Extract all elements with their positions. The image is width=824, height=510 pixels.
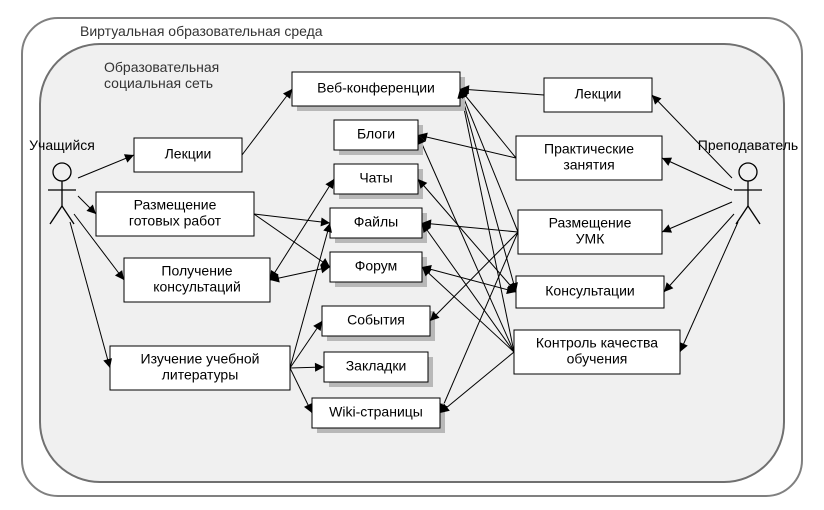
node-bookmarks: Закладки (324, 352, 433, 387)
node-wiki: Wiki-страницы (312, 398, 445, 433)
node-right_lectures: Лекции (544, 78, 652, 112)
node-events: События (322, 306, 435, 341)
node-study_lit-label: литературы (162, 367, 239, 383)
inner-env-title: Образовательнаясоциальная сеть (104, 59, 219, 91)
node-files-label: Файлы (354, 214, 398, 230)
node-consultations-label: Консультации (545, 283, 634, 299)
node-study_lit: Изучение учебнойлитературы (110, 346, 290, 390)
node-blogs: Блоги (334, 120, 423, 155)
node-left_lectures: Лекции (134, 138, 242, 172)
diagram-canvas: ЛекцииРазмещениеготовых работПолучениеко… (0, 0, 824, 510)
node-forum-label: Форум (355, 258, 398, 274)
node-chats: Чаты (334, 164, 423, 199)
node-webconf: Веб-конференции (292, 72, 465, 111)
node-umk-label: УМК (576, 231, 606, 247)
node-upload_works: Размещениеготовых работ (96, 192, 254, 236)
node-quality-label: Контроль качества (536, 335, 658, 351)
node-blogs-label: Блоги (357, 126, 395, 142)
node-consultations: Консультации (516, 276, 664, 308)
node-left_lectures-label: Лекции (165, 146, 212, 162)
node-get_consult: Получениеконсультаций (124, 258, 270, 302)
node-umk: РазмещениеУМК (518, 210, 662, 254)
node-practice: Практическиезанятия (516, 136, 662, 180)
node-right_lectures-label: Лекции (575, 86, 622, 102)
node-get_consult-label: консультаций (153, 279, 241, 295)
actor-teacher-label: Преподаватель (698, 137, 798, 153)
node-events-label: События (347, 312, 405, 328)
node-forum: Форум (330, 252, 427, 287)
node-quality-label: обучения (567, 351, 628, 367)
node-files: Файлы (330, 208, 427, 243)
actor-student-label: Учащийся (29, 137, 95, 153)
node-upload_works-label: Размещение (134, 197, 217, 213)
node-upload_works-label: готовых работ (129, 213, 222, 229)
node-practice-label: Практические (544, 141, 634, 157)
node-study_lit-label: Изучение учебной (141, 351, 260, 367)
outer-env-title: Виртуальная образовательная среда (80, 23, 323, 39)
node-quality: Контроль качестваобучения (514, 330, 680, 374)
node-wiki-label: Wiki-страницы (329, 404, 423, 420)
node-get_consult-label: Получение (161, 263, 232, 279)
node-bookmarks-label: Закладки (346, 358, 407, 374)
node-webconf-label: Веб-конференции (317, 80, 435, 96)
node-practice-label: занятия (563, 157, 614, 173)
node-umk-label: Размещение (549, 215, 632, 231)
node-chats-label: Чаты (359, 170, 392, 186)
